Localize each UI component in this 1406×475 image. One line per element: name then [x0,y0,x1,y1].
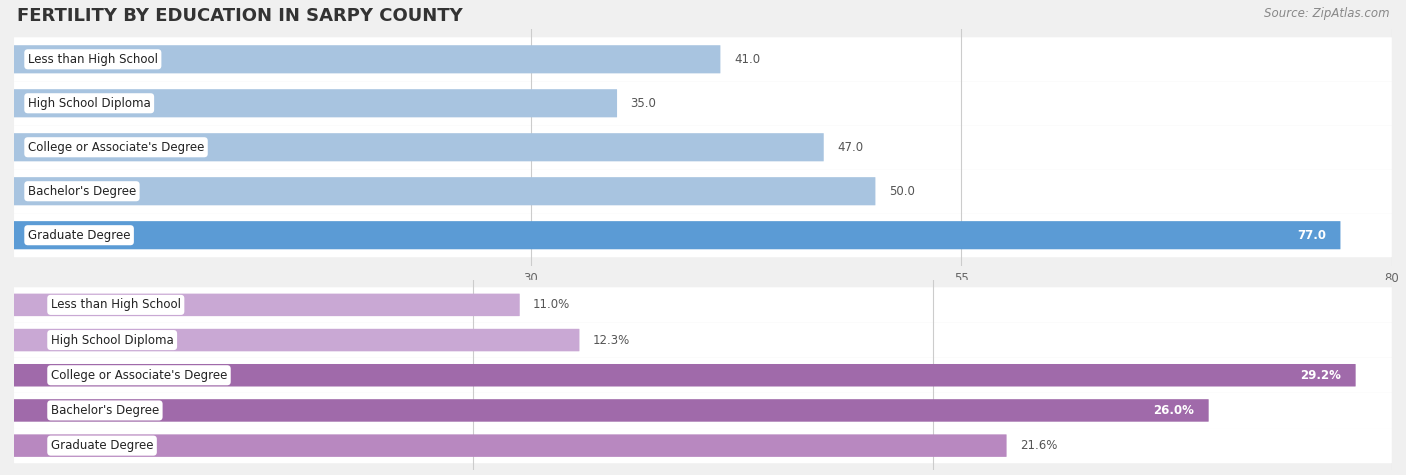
Text: Bachelor's Degree: Bachelor's Degree [28,185,136,198]
FancyBboxPatch shape [14,38,1392,81]
Text: Source: ZipAtlas.com: Source: ZipAtlas.com [1264,7,1389,20]
FancyBboxPatch shape [14,428,1392,463]
FancyBboxPatch shape [14,287,1392,323]
FancyBboxPatch shape [14,177,876,205]
Text: 77.0: 77.0 [1298,229,1326,242]
Text: Bachelor's Degree: Bachelor's Degree [51,404,159,417]
FancyBboxPatch shape [14,294,520,316]
FancyBboxPatch shape [14,221,1340,249]
FancyBboxPatch shape [14,329,579,352]
FancyBboxPatch shape [14,45,720,73]
FancyBboxPatch shape [14,133,824,162]
Text: 50.0: 50.0 [889,185,915,198]
FancyBboxPatch shape [14,169,1392,213]
FancyBboxPatch shape [14,89,617,117]
Text: 26.0%: 26.0% [1153,404,1195,417]
Text: Graduate Degree: Graduate Degree [28,229,131,242]
FancyBboxPatch shape [14,393,1392,428]
Text: FERTILITY BY EDUCATION IN SARPY COUNTY: FERTILITY BY EDUCATION IN SARPY COUNTY [17,7,463,25]
FancyBboxPatch shape [14,323,1392,358]
Text: 35.0: 35.0 [631,97,657,110]
Text: 11.0%: 11.0% [533,298,571,312]
Text: College or Associate's Degree: College or Associate's Degree [28,141,204,154]
FancyBboxPatch shape [14,125,1392,169]
FancyBboxPatch shape [14,213,1392,257]
Text: College or Associate's Degree: College or Associate's Degree [51,369,228,382]
Text: Graduate Degree: Graduate Degree [51,439,153,452]
FancyBboxPatch shape [14,434,1007,457]
Text: 47.0: 47.0 [838,141,863,154]
Text: 29.2%: 29.2% [1301,369,1341,382]
Text: 41.0: 41.0 [734,53,761,66]
FancyBboxPatch shape [14,358,1392,393]
Text: High School Diploma: High School Diploma [28,97,150,110]
Text: Less than High School: Less than High School [28,53,157,66]
FancyBboxPatch shape [14,81,1392,125]
Text: 12.3%: 12.3% [593,333,630,347]
FancyBboxPatch shape [14,399,1209,422]
Text: High School Diploma: High School Diploma [51,333,173,347]
FancyBboxPatch shape [14,364,1355,387]
Text: 21.6%: 21.6% [1019,439,1057,452]
Text: Less than High School: Less than High School [51,298,181,312]
